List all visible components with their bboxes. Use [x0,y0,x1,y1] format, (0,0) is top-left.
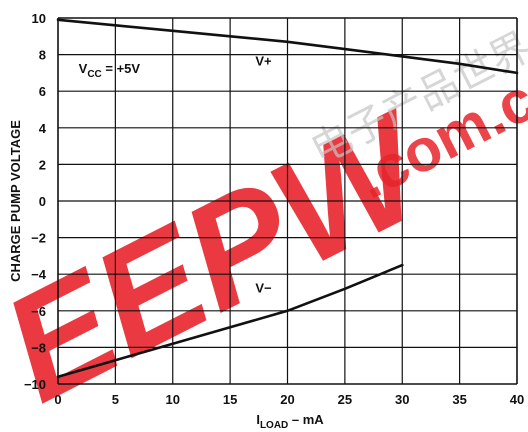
x-tick-labels: 0 5 10 15 20 25 30 35 40 [54,392,524,407]
series-group [56,18,519,379]
y-tick-label: 6 [39,84,46,99]
series-line-vminus [56,263,404,379]
y-tick-label: −4 [31,267,47,282]
y-tick-label: 4 [39,121,47,136]
annotation-label: V+ [255,54,272,69]
y-tick-label: 10 [32,11,46,26]
x-tick-label: 25 [338,392,352,407]
y-tick-label: 0 [39,194,46,209]
grid [57,17,518,385]
x-tick-label: 5 [112,392,119,407]
x-tick-label: 30 [395,392,409,407]
x-tick-label: 0 [54,392,61,407]
y-tick-label: −10 [24,377,46,392]
y-tick-label: −8 [31,340,46,355]
y-tick-label: −6 [31,304,46,319]
annotation-label: V− [255,281,272,296]
y-tick-label: 8 [39,48,46,63]
x-tick-label: 20 [280,392,294,407]
x-tick-label: 40 [510,392,524,407]
x-axis-label: ILOAD – mA [256,412,324,431]
y-tick-label: 2 [39,157,46,172]
series-line-vplus [56,18,519,75]
x-tick-label: 15 [223,392,237,407]
y-tick-label: −2 [31,231,46,246]
x-tick-label: 10 [166,392,180,407]
annotation-label: VCC = +5V [79,61,141,80]
x-tick-label: 35 [452,392,466,407]
y-axis-label: CHARGE PUMP VOLTAGE [8,120,23,282]
y-tick-labels: 10 8 6 4 2 0 −2 −4 −6 −8 −10 [24,11,47,392]
